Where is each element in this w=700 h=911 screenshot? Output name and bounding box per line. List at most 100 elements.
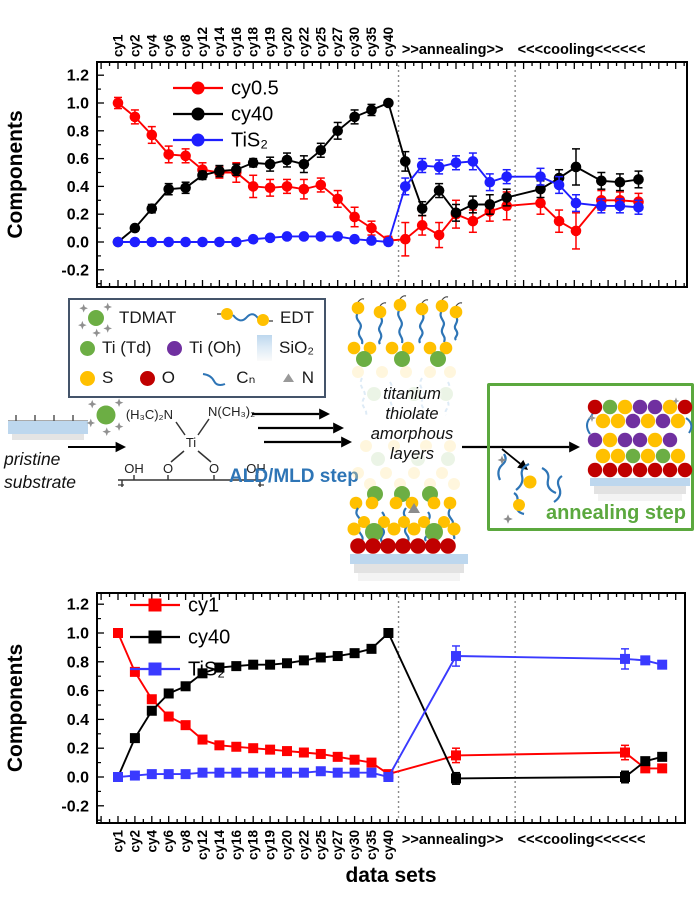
thiolate-stack-illustration	[347, 295, 468, 581]
svg-text:Ti: Ti	[186, 435, 196, 450]
legend-item-edt: EDT	[215, 307, 314, 329]
svg-text:0.6: 0.6	[67, 683, 89, 700]
ti-oh-dot-icon	[167, 340, 183, 356]
sio2-swatch-icon	[257, 335, 273, 361]
svg-text:cy2: cy2	[127, 34, 142, 57]
volatile-molecules-illustration	[497, 453, 563, 524]
ald-mld-step-label: ALD/MLD step	[229, 466, 359, 487]
svg-text:cy25: cy25	[313, 830, 328, 861]
crystal-lattice-illustration	[586, 397, 693, 501]
svg-text:cy1: cy1	[188, 595, 219, 617]
annealing-step-label: annealing step	[545, 502, 686, 524]
svg-text:cy19: cy19	[263, 830, 278, 860]
svg-text:<<<cooling<<<<<<: <<<cooling<<<<<<	[518, 42, 646, 58]
svg-text:cy6: cy6	[161, 830, 176, 853]
svg-text:0.2: 0.2	[67, 741, 89, 758]
symbol-legend-box: TDMAT EDT Ti (Td) Ti (Oh) SiO₂	[68, 298, 326, 398]
svg-text:cy18: cy18	[246, 830, 261, 861]
stack-caption-line: layers	[389, 445, 434, 463]
svg-text:N(CH₃)₂: N(CH₃)₂	[208, 404, 255, 419]
chart-legend: cy1 cy40 TiS₂	[130, 595, 230, 681]
series-TiS₂	[113, 645, 668, 782]
svg-text:-0.2: -0.2	[61, 798, 89, 815]
svg-text:cy35: cy35	[364, 26, 379, 57]
carbon-chain-icon	[203, 372, 226, 386]
legend-item-n: N	[282, 368, 314, 388]
svg-text:O: O	[163, 461, 173, 476]
svg-text:cy1: cy1	[111, 830, 126, 853]
legend-item-cn: Cₙ	[201, 368, 255, 388]
svg-text:O: O	[209, 461, 219, 476]
sio2-label: SiO₂	[279, 338, 314, 357]
svg-text:cy8: cy8	[178, 34, 193, 57]
legend-item-ti-td: Ti (Td)	[80, 338, 151, 358]
svg-text:cy8: cy8	[178, 830, 193, 853]
svg-text:cy2: cy2	[127, 830, 142, 853]
svg-text:cy30: cy30	[347, 830, 362, 860]
svg-text:>>annealing>>: >>annealing>>	[402, 832, 504, 848]
pristine-substrate-icon	[8, 415, 88, 440]
svg-text:OH: OH	[246, 461, 266, 476]
svg-text:>>annealing>>: >>annealing>>	[402, 42, 504, 58]
stack-caption-line: amorphous	[370, 425, 454, 443]
svg-text:Components: Components	[4, 110, 27, 238]
legend-item-tdmat: TDMAT	[78, 302, 176, 338]
edt-icon	[217, 308, 273, 326]
svg-text:cy25: cy25	[313, 26, 328, 57]
svg-text:1.2: 1.2	[67, 68, 89, 85]
ti-td-label: Ti (Td)	[102, 338, 152, 357]
n-label: N	[301, 368, 314, 387]
svg-text:cy12: cy12	[195, 27, 210, 57]
s-label: S	[102, 368, 114, 387]
ti-td-dot-icon	[80, 340, 95, 356]
tdmat-molecule-icon	[86, 398, 124, 436]
legend-item-s: S	[80, 368, 113, 388]
legend-row-1: TDMAT EDT	[72, 302, 322, 338]
svg-text:cy4: cy4	[144, 34, 159, 57]
stack-caption: titanium thiolate amorphous layers	[340, 384, 484, 464]
ti-oh-label: Ti (Oh)	[189, 338, 242, 357]
pristine-line-2: substrate	[4, 472, 76, 492]
legend-row-2: Ti (Td) Ti (Oh) SiO₂	[72, 333, 322, 363]
svg-text:cy40: cy40	[188, 627, 230, 649]
svg-text:Components: Components	[4, 644, 27, 772]
series-TiS₂	[112, 152, 644, 248]
svg-text:cy16: cy16	[229, 26, 244, 57]
legend-row-3: S O Cₙ N	[72, 363, 322, 393]
chart-legend: cy0.5 cy40 TiS₂	[173, 78, 279, 152]
svg-text:cy4: cy4	[144, 830, 159, 853]
svg-text:cy40: cy40	[381, 830, 396, 860]
svg-text:0.8: 0.8	[67, 123, 89, 140]
svg-text:0.8: 0.8	[67, 654, 89, 671]
cn-label: Cₙ	[236, 368, 256, 387]
svg-text:1.0: 1.0	[67, 96, 89, 113]
tdmat-icon	[78, 302, 112, 338]
svg-text:cy19: cy19	[263, 27, 278, 57]
svg-text:cy14: cy14	[212, 26, 227, 57]
legend-item-sio2: SiO₂	[257, 335, 314, 361]
triple-arrows-icon	[252, 408, 352, 448]
svg-text:cy12: cy12	[195, 830, 210, 860]
svg-text:cy20: cy20	[280, 830, 295, 860]
legend-item-ti-oh: Ti (Oh)	[167, 338, 241, 358]
nitrogen-triangle-icon	[282, 373, 294, 382]
svg-text:0.0: 0.0	[67, 770, 89, 787]
svg-text:cy1: cy1	[111, 34, 126, 57]
svg-text:cy27: cy27	[330, 830, 345, 860]
svg-text:0.6: 0.6	[67, 151, 89, 168]
oxygen-dot-icon	[139, 370, 155, 386]
svg-text:<<<cooling<<<<<<: <<<cooling<<<<<<	[518, 832, 646, 848]
plot-frame	[96, 61, 688, 288]
svg-text:cy22: cy22	[296, 27, 311, 57]
stack-caption-line: thiolate	[385, 405, 439, 423]
svg-text:1.2: 1.2	[67, 597, 89, 614]
svg-text:cy35: cy35	[364, 830, 379, 861]
svg-text:TiS₂: TiS₂	[231, 130, 268, 152]
svg-text:cy40: cy40	[231, 104, 273, 126]
svg-text:cy22: cy22	[296, 830, 311, 860]
sulfur-dot-icon	[80, 370, 95, 386]
top-components-chart: -0.2 0.0 0.2 0.4 0.6 0.8 1.0 1.2 cy1 cy2 cy4 cy6 cy8…	[4, 26, 688, 288]
svg-text:0.2: 0.2	[67, 207, 89, 224]
svg-text:0.4: 0.4	[67, 179, 89, 196]
